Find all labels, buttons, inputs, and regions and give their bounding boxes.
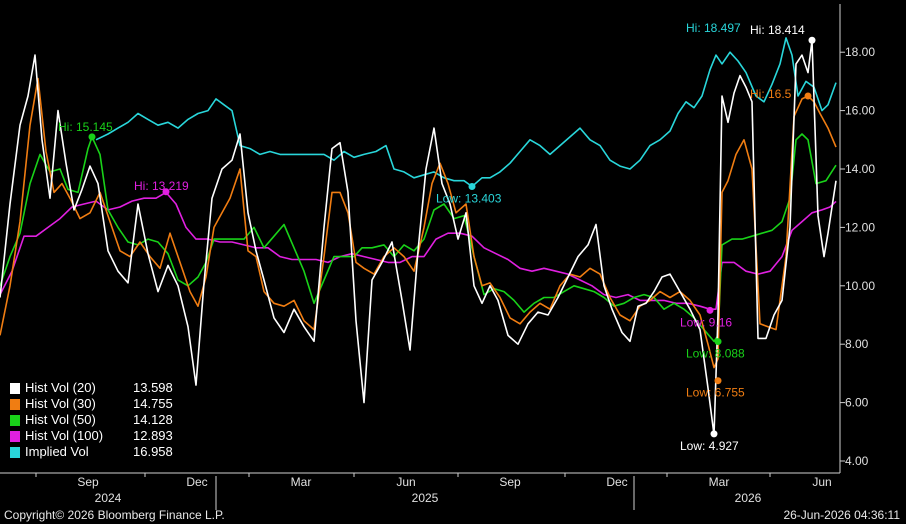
- legend-swatch: [10, 398, 20, 410]
- legend-item-iv: Implied Vol 16.958: [10, 444, 173, 460]
- x-year-label: 2026: [735, 491, 762, 505]
- annotation-label: Low: 9.16: [680, 315, 732, 329]
- annotation-marker: [710, 430, 718, 438]
- annotation-marker: [88, 133, 96, 141]
- x-month-label: Jun: [396, 475, 415, 489]
- chart-legend: Hist Vol (20) 13.598 Hist Vol (30) 14.755 Hi…: [6, 378, 177, 462]
- annotation-marker: [706, 306, 714, 314]
- annotation-label: Hi: 18.497: [686, 21, 741, 35]
- x-month-label: Mar: [709, 475, 730, 489]
- annotation-label: Low: 13.403: [436, 192, 502, 206]
- x-year-label: 2025: [412, 491, 439, 505]
- legend-series-name: Hist Vol (100): [25, 428, 104, 443]
- y-tick-label: 14.00: [845, 162, 875, 176]
- legend-last-value: 13.598: [133, 380, 173, 395]
- annotation-label: Low: 6.755: [686, 386, 745, 400]
- y-tick-label: 4.00: [845, 454, 869, 468]
- x-month-label: Mar: [291, 475, 312, 489]
- annotation-marker: [714, 377, 722, 385]
- x-month-label: Sep: [499, 475, 521, 489]
- series-line-hv100: [0, 191, 837, 310]
- series-line-hv20: [0, 39, 837, 436]
- legend-series-name: Implied Vol: [25, 444, 89, 459]
- legend-swatch: [10, 382, 20, 394]
- legend-series-name: Hist Vol (30): [25, 396, 96, 411]
- annotation-marker: [468, 183, 476, 191]
- annotation-marker: [808, 36, 816, 44]
- x-month-label: Jun: [812, 475, 831, 489]
- annotation-marker: [162, 188, 170, 196]
- annotation-label: Hi: 16.5: [750, 87, 792, 101]
- legend-last-value: 14.755: [133, 396, 173, 411]
- x-month-label: Dec: [186, 475, 207, 489]
- copyright-text: Copyright© 2026 Bloomberg Finance L.P.: [4, 508, 225, 522]
- x-month-label: Dec: [606, 475, 627, 489]
- series-line-hv30: [0, 77, 837, 369]
- annotation-label: Hi: 15.145: [58, 120, 113, 134]
- annotation-label: Low: 8.088: [686, 347, 745, 361]
- annotation-label: Low: 4.927: [680, 439, 739, 453]
- y-tick-label: 6.00: [845, 396, 869, 410]
- annotation-marker: [714, 338, 722, 346]
- legend-last-value: 12.893: [133, 428, 173, 443]
- series-line-iv: [95, 37, 837, 188]
- legend-item-hv20: Hist Vol (20) 13.598: [10, 380, 173, 396]
- y-tick-label: 12.00: [845, 220, 875, 234]
- y-tick-label: 16.00: [845, 104, 875, 118]
- annotation-label: Hi: 18.414: [750, 23, 805, 37]
- x-year-label: 2024: [95, 491, 122, 505]
- x-month-label: Sep: [77, 475, 99, 489]
- legend-series-name: Hist Vol (50): [25, 412, 96, 427]
- legend-swatch: [10, 414, 20, 426]
- legend-item-hv50: Hist Vol (50) 14.128: [10, 412, 173, 428]
- legend-swatch: [10, 430, 20, 442]
- y-tick-label: 10.00: [845, 279, 875, 293]
- legend-item-hv30: Hist Vol (30) 14.755: [10, 396, 173, 412]
- y-tick-label: 18.00: [845, 45, 875, 59]
- timestamp-text: 26-Jun-2026 04:36:11: [783, 508, 900, 522]
- y-tick-label: 8.00: [845, 337, 869, 351]
- legend-last-value: 16.958: [133, 444, 173, 459]
- legend-series-name: Hist Vol (20): [25, 380, 96, 395]
- legend-last-value: 14.128: [133, 412, 173, 427]
- legend-item-hv100: Hist Vol (100) 12.893: [10, 428, 173, 444]
- annotation-marker: [804, 92, 812, 100]
- legend-swatch: [10, 446, 20, 458]
- annotation-label: Hi: 13.219: [134, 179, 189, 193]
